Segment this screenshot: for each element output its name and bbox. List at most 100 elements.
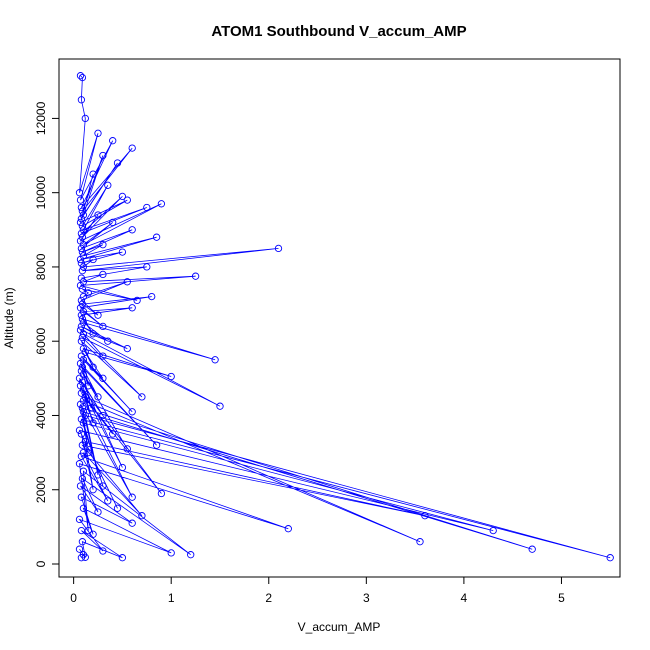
x-axis: 0 1 2 3 4 5 <box>70 576 565 605</box>
data-point <box>77 352 86 360</box>
data-point <box>76 237 85 245</box>
data-point <box>79 263 88 271</box>
x-axis-label: V_accum_AMP <box>298 620 381 634</box>
data-point <box>79 356 88 364</box>
data-point <box>79 278 88 286</box>
data-point <box>87 404 95 412</box>
y-tick-label: 2000 <box>34 476 48 503</box>
data-point <box>167 372 175 381</box>
data-point <box>138 393 146 401</box>
data-point <box>78 474 87 483</box>
data-point <box>76 304 85 312</box>
y-tick-label: 12000 <box>34 101 48 135</box>
data-point <box>78 363 87 371</box>
data-point <box>528 545 536 553</box>
data-point <box>128 144 136 152</box>
data-point <box>104 337 112 345</box>
x-tick-label: 2 <box>265 591 272 605</box>
data-point <box>79 370 88 379</box>
x-tick-label: 5 <box>558 591 565 605</box>
data-point <box>79 211 88 219</box>
data-point <box>84 382 92 390</box>
data-point <box>78 285 87 293</box>
data-point <box>77 389 86 397</box>
data-point <box>76 72 85 80</box>
data-point <box>79 252 88 260</box>
data-point <box>81 348 89 356</box>
data-point <box>79 408 88 416</box>
data-point <box>75 460 84 468</box>
data-point <box>84 289 92 297</box>
data-point <box>77 526 86 535</box>
data-point <box>77 203 86 212</box>
data-point <box>75 189 84 197</box>
data-point <box>157 489 166 498</box>
data-point <box>77 452 86 460</box>
data-point <box>76 482 85 490</box>
data-point <box>104 181 112 189</box>
y-tick-label: 6000 <box>34 328 48 355</box>
data-point <box>76 196 85 204</box>
data-point <box>77 430 86 438</box>
data-point <box>76 218 85 227</box>
data-point <box>284 525 292 533</box>
data-point <box>78 315 87 323</box>
data-point <box>118 554 127 562</box>
series-line <box>78 75 611 559</box>
data-point <box>104 497 112 505</box>
data-point <box>77 96 86 104</box>
data-point <box>78 248 87 256</box>
data-point <box>77 259 86 267</box>
data-point <box>148 292 156 301</box>
data-point <box>79 292 88 301</box>
data-point <box>99 270 107 279</box>
data-point <box>123 278 131 286</box>
data-point <box>94 311 102 319</box>
data-point <box>79 226 88 234</box>
chart-title: ATOM1 Southbound V_accum_AMP <box>211 23 466 40</box>
plot-frame <box>58 58 621 578</box>
data-point <box>606 554 614 562</box>
data-point <box>79 419 88 427</box>
data-point <box>78 267 87 275</box>
data-point <box>123 196 131 204</box>
data-point <box>118 463 127 472</box>
data-point <box>77 229 86 238</box>
data-point <box>123 445 131 453</box>
data-point <box>81 393 89 401</box>
data-point <box>187 551 195 559</box>
data-point <box>421 512 429 520</box>
data-point <box>77 493 86 501</box>
data-point <box>79 344 88 353</box>
data-point <box>94 129 102 137</box>
data-point <box>77 296 86 305</box>
data-point <box>94 508 102 516</box>
data-point <box>79 467 88 475</box>
data-point <box>152 441 161 449</box>
data-point <box>109 430 117 438</box>
data-point <box>77 322 86 331</box>
data-point <box>211 356 219 364</box>
data-point <box>118 192 127 201</box>
data-point <box>99 411 107 420</box>
data-point <box>77 367 86 375</box>
data-point <box>77 337 86 345</box>
data-point <box>128 226 136 234</box>
data-point <box>99 547 107 555</box>
data-point <box>94 393 102 401</box>
x-tick-label: 3 <box>363 591 370 605</box>
data-point <box>89 419 97 427</box>
data-point <box>113 504 122 512</box>
y-tick-label: 10000 <box>34 176 48 210</box>
data-point <box>78 222 87 230</box>
data-point <box>416 538 424 546</box>
data-point <box>109 137 117 145</box>
data-point <box>152 233 161 241</box>
data-point <box>75 426 84 434</box>
y-tick-label: 4000 <box>34 402 48 429</box>
data-point <box>76 382 85 390</box>
y-tick-label: 0 <box>34 560 48 567</box>
data-point <box>128 408 136 416</box>
data-point <box>99 151 107 160</box>
